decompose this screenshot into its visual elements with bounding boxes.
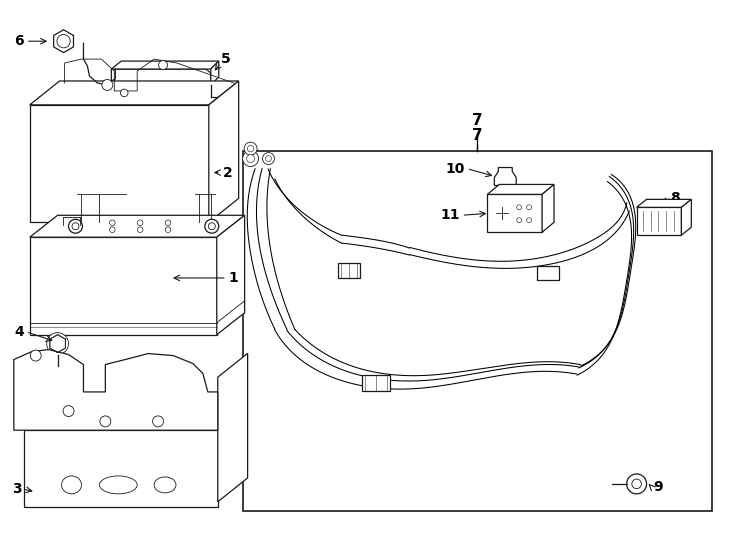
Polygon shape bbox=[487, 185, 554, 194]
Circle shape bbox=[63, 406, 74, 416]
Circle shape bbox=[205, 219, 219, 233]
Text: 8: 8 bbox=[670, 191, 680, 205]
Polygon shape bbox=[30, 215, 244, 237]
Circle shape bbox=[247, 154, 255, 163]
Circle shape bbox=[30, 350, 41, 361]
Circle shape bbox=[109, 227, 115, 233]
Bar bbox=[30, 237, 217, 335]
Circle shape bbox=[266, 156, 272, 161]
Ellipse shape bbox=[154, 477, 176, 493]
Ellipse shape bbox=[62, 476, 81, 494]
Circle shape bbox=[137, 220, 143, 226]
Circle shape bbox=[244, 142, 257, 155]
Text: 2: 2 bbox=[222, 165, 233, 179]
Circle shape bbox=[208, 222, 215, 230]
Circle shape bbox=[57, 35, 70, 48]
Polygon shape bbox=[218, 353, 247, 502]
Polygon shape bbox=[30, 81, 239, 105]
Bar bbox=[30, 105, 208, 222]
Circle shape bbox=[137, 227, 143, 233]
Circle shape bbox=[247, 145, 254, 152]
Circle shape bbox=[527, 218, 531, 222]
Text: 5: 5 bbox=[221, 52, 230, 66]
Polygon shape bbox=[542, 185, 554, 232]
Ellipse shape bbox=[99, 476, 137, 494]
Text: 7: 7 bbox=[472, 127, 483, 143]
Bar bbox=[537, 266, 559, 280]
Text: 11: 11 bbox=[440, 208, 459, 222]
Text: 4: 4 bbox=[14, 325, 23, 339]
Bar bbox=[338, 263, 360, 278]
Polygon shape bbox=[112, 69, 211, 85]
Circle shape bbox=[153, 416, 164, 427]
Polygon shape bbox=[681, 199, 691, 235]
Text: 10: 10 bbox=[445, 161, 465, 176]
Text: 9: 9 bbox=[653, 480, 663, 494]
Circle shape bbox=[102, 79, 113, 90]
Text: 3: 3 bbox=[12, 482, 22, 496]
Bar bbox=[636, 207, 681, 235]
Polygon shape bbox=[494, 167, 516, 185]
Circle shape bbox=[165, 220, 171, 226]
Polygon shape bbox=[211, 61, 219, 85]
Bar bbox=[362, 375, 390, 391]
Circle shape bbox=[68, 219, 82, 233]
Polygon shape bbox=[14, 349, 218, 430]
Circle shape bbox=[632, 479, 642, 489]
Text: 6: 6 bbox=[14, 34, 23, 48]
Polygon shape bbox=[208, 81, 239, 222]
Polygon shape bbox=[112, 61, 219, 69]
Polygon shape bbox=[636, 199, 691, 207]
Circle shape bbox=[72, 222, 79, 230]
Circle shape bbox=[109, 220, 115, 226]
Circle shape bbox=[517, 205, 522, 210]
Circle shape bbox=[627, 474, 647, 494]
Circle shape bbox=[159, 60, 167, 70]
Circle shape bbox=[517, 218, 522, 222]
Bar bbox=[487, 194, 542, 232]
Circle shape bbox=[165, 227, 171, 233]
Bar bbox=[23, 430, 218, 507]
Circle shape bbox=[47, 333, 68, 355]
Text: 1: 1 bbox=[229, 271, 239, 285]
Bar bbox=[243, 151, 712, 511]
Circle shape bbox=[243, 151, 258, 166]
Circle shape bbox=[100, 416, 111, 427]
Polygon shape bbox=[217, 215, 244, 335]
Text: 7: 7 bbox=[472, 113, 483, 128]
Circle shape bbox=[120, 89, 128, 97]
Circle shape bbox=[527, 205, 531, 210]
Circle shape bbox=[263, 153, 275, 165]
